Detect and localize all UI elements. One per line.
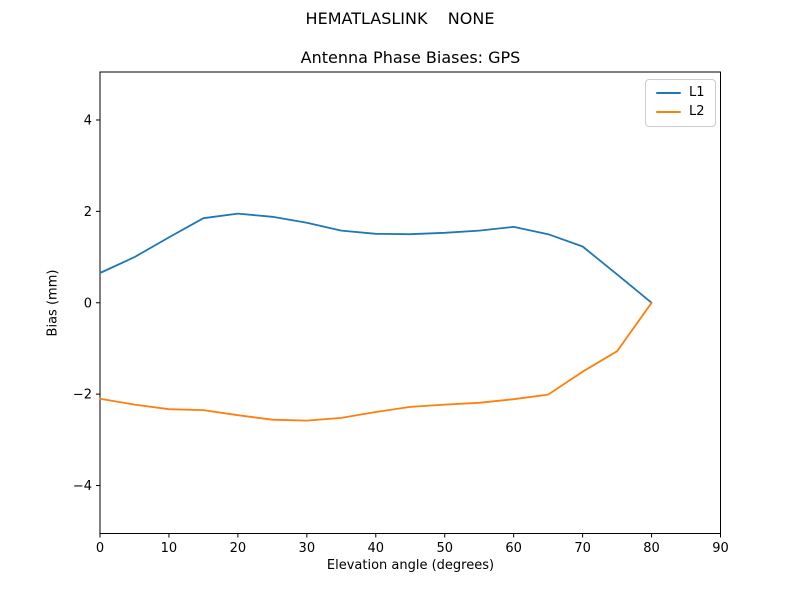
x-tick-label: 30 — [299, 541, 316, 556]
x-tick-label: 80 — [643, 541, 660, 556]
y-tick-label: −4 — [73, 479, 92, 494]
y-tick-label: 0 — [84, 296, 92, 311]
y-tick-label: 4 — [84, 113, 92, 128]
legend-label-L1: L1 — [689, 85, 705, 100]
legend-line-sample-L1 — [656, 92, 681, 95]
x-tick-label: 40 — [368, 541, 385, 556]
legend-item-L1: L1 — [656, 85, 705, 100]
x-tick-label: 0 — [96, 541, 104, 556]
chart-title: Antenna Phase Biases: GPS — [300, 48, 521, 67]
figure-suptitle: HEMATLASLINK NONE — [305, 9, 495, 28]
legend: L1 L2 — [645, 79, 716, 127]
x-tick-label: 50 — [436, 541, 453, 556]
x-tick-label: 60 — [505, 541, 522, 556]
x-tick-label: 90 — [712, 541, 729, 556]
series-line-L2 — [99, 301, 653, 422]
x-tick-label: 10 — [161, 541, 178, 556]
x-tick-label: 20 — [230, 541, 247, 556]
y-tick-label: 2 — [84, 205, 92, 220]
legend-item-L2: L2 — [656, 104, 705, 120]
y-axis-label: Bias (mm) — [45, 269, 61, 337]
legend-label-L2: L2 — [689, 104, 705, 120]
series-line-L1 — [99, 212, 653, 304]
x-axis-label: Elevation angle (degrees) — [326, 558, 495, 573]
x-tick-label: 70 — [574, 541, 591, 556]
legend-line-sample-L2 — [656, 111, 681, 114]
axes-frame — [99, 71, 721, 534]
y-tick-label: −2 — [73, 388, 92, 403]
